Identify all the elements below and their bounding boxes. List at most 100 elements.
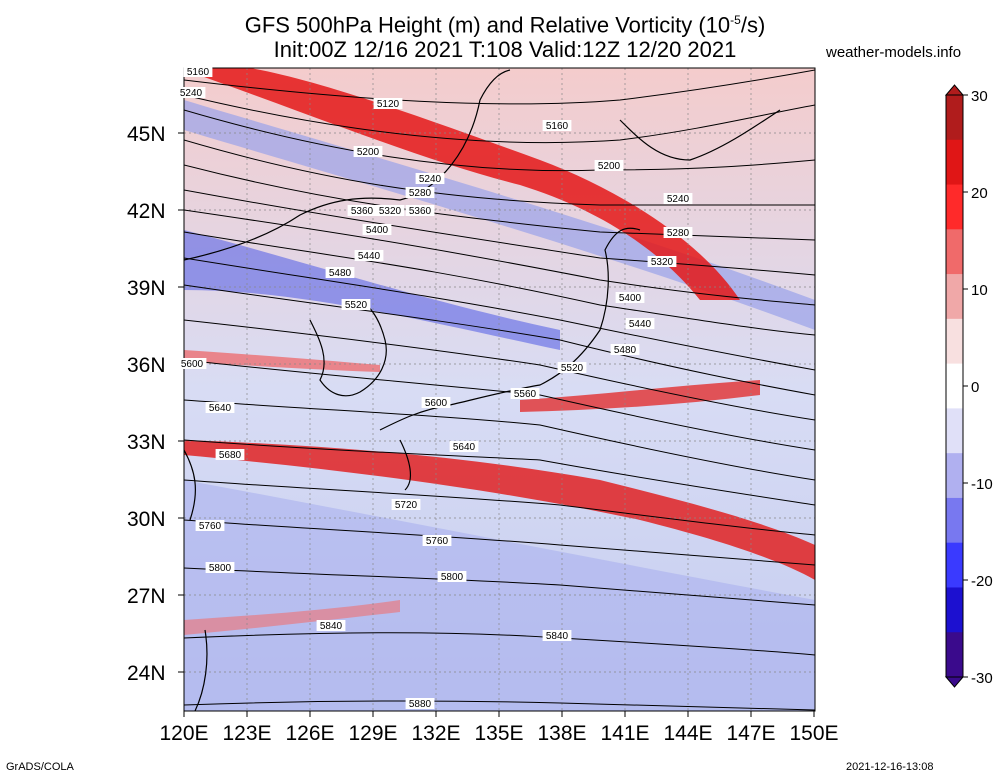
contour-label-bg <box>615 292 645 303</box>
contour-label-bg <box>663 193 693 204</box>
lon-label: 138E <box>537 722 587 745</box>
contour-label-bg <box>542 630 572 641</box>
colorbar-tick-label: -10 <box>971 476 993 493</box>
contour-label-bg <box>610 344 640 355</box>
colorbar-swatch <box>946 363 963 409</box>
colorbar-tick-label: 0 <box>971 379 979 396</box>
contour-label: 5160 <box>546 121 569 132</box>
contour-label-bg <box>373 98 403 109</box>
lon-label: 123E <box>222 722 272 745</box>
lat-label: 36N <box>127 354 166 377</box>
contour-label: 5680 <box>219 450 242 461</box>
vorticity-negative-band <box>184 100 815 330</box>
colorbar-tick-label: -30 <box>971 670 993 687</box>
contour-label-bg <box>205 562 235 573</box>
colorbar-swatch <box>946 497 963 544</box>
contour-label: 5560 <box>514 389 537 400</box>
contour-label-bg <box>405 187 435 198</box>
contour-label: 5720 <box>395 500 418 511</box>
contour-label-bg <box>375 205 405 216</box>
contour-label: 5640 <box>209 403 232 414</box>
contour-label-bg <box>362 224 392 235</box>
lon-label: 126E <box>285 722 335 745</box>
contour-label: 5360 <box>351 206 374 217</box>
contour-label: 5840 <box>546 631 569 642</box>
contour-label: 5160 <box>187 67 210 78</box>
contour-label: 5520 <box>561 363 584 374</box>
vorticity-negative-band <box>184 480 815 711</box>
contour-label: 5400 <box>619 293 642 304</box>
contour-label-bg <box>415 173 445 184</box>
colorbar-max-arrow <box>944 84 965 96</box>
contour-label: 5120 <box>377 99 400 110</box>
lon-label: 150E <box>789 722 839 745</box>
colorbar-tick-label: 10 <box>971 282 988 299</box>
contour-label-bg <box>663 227 693 238</box>
contour-label-bg <box>510 388 540 399</box>
lon-label: 144E <box>663 722 713 745</box>
vorticity-positive-band <box>184 600 400 635</box>
colorbar: 30 20 10 0 -10 -20 -30 <box>944 84 993 688</box>
contour-label-bg <box>437 571 467 582</box>
vorticity-positive-band <box>184 350 380 372</box>
contour-label: 5880 <box>409 699 432 710</box>
contour-label: 5600 <box>181 359 204 370</box>
colorbar-swatch <box>946 229 963 275</box>
lat-label: 39N <box>127 277 166 300</box>
colorbar-swatch <box>946 318 963 365</box>
contour-label-bg <box>177 358 207 369</box>
colorbar-swatch <box>946 184 963 230</box>
contour-label: 5280 <box>667 228 690 239</box>
lon-label: 132E <box>411 722 461 745</box>
contour-label-bg <box>353 146 383 157</box>
site-credit: weather-models.info <box>826 44 962 61</box>
contour-label: 5440 <box>358 251 381 262</box>
contour-label: 5760 <box>426 536 449 547</box>
contour-label-bg <box>316 620 346 631</box>
contour-label-bg <box>195 520 225 531</box>
contour-label: 5320 <box>379 206 402 217</box>
colorbar-swatch <box>946 274 963 320</box>
contour-label: 5280 <box>409 188 432 199</box>
contour-label: 5240 <box>667 194 690 205</box>
colorbar-min-arrow <box>944 676 965 688</box>
lon-label: 129E <box>348 722 398 745</box>
lat-label: 33N <box>127 431 166 454</box>
vorticity-negative-band <box>184 230 560 350</box>
contour-label: 5240 <box>419 174 442 185</box>
contour-label: 5240 <box>180 88 203 99</box>
colorbar-swatch <box>946 632 963 678</box>
timestamp: 2021-12-16-13:08 <box>846 761 934 773</box>
contour-label: 5360 <box>409 206 432 217</box>
contour-label-bg <box>557 362 587 373</box>
lat-label: 30N <box>127 508 166 531</box>
colorbar-swatch <box>946 542 963 588</box>
lon-label: 120E <box>159 722 209 745</box>
contour-label-bg <box>449 441 479 452</box>
contour-label: 5200 <box>357 147 380 158</box>
contour-label-bg <box>405 698 435 709</box>
height-contours <box>184 69 815 711</box>
lon-label: 147E <box>726 722 776 745</box>
contour-label: 5200 <box>598 161 621 172</box>
colorbar-tick-label: 20 <box>971 185 988 202</box>
software-credit: GrADS/COLA <box>6 761 74 773</box>
lat-label: 24N <box>127 662 166 685</box>
contour-label-bg <box>341 299 371 310</box>
contour-label-bg <box>215 449 245 460</box>
contour-label-bg <box>421 397 451 408</box>
colorbar-swatch <box>946 95 963 141</box>
contour-label: 5760 <box>199 521 222 532</box>
lat-label: 42N <box>127 200 166 223</box>
contour-label: 5320 <box>651 257 674 268</box>
contour-label-bg <box>625 318 655 329</box>
contour-label-bg <box>391 499 421 510</box>
contour-label-bg <box>183 66 213 77</box>
contour-labels: 5160 5240 5120 5160 5200 5200 5240 5240 5280 5280… <box>176 66 693 710</box>
colorbar-swatch <box>946 453 963 499</box>
contour-label: 5520 <box>345 300 368 311</box>
contour-label: 5800 <box>209 563 232 574</box>
lon-label: 135E <box>474 722 524 745</box>
lon-label: 141E <box>600 722 650 745</box>
